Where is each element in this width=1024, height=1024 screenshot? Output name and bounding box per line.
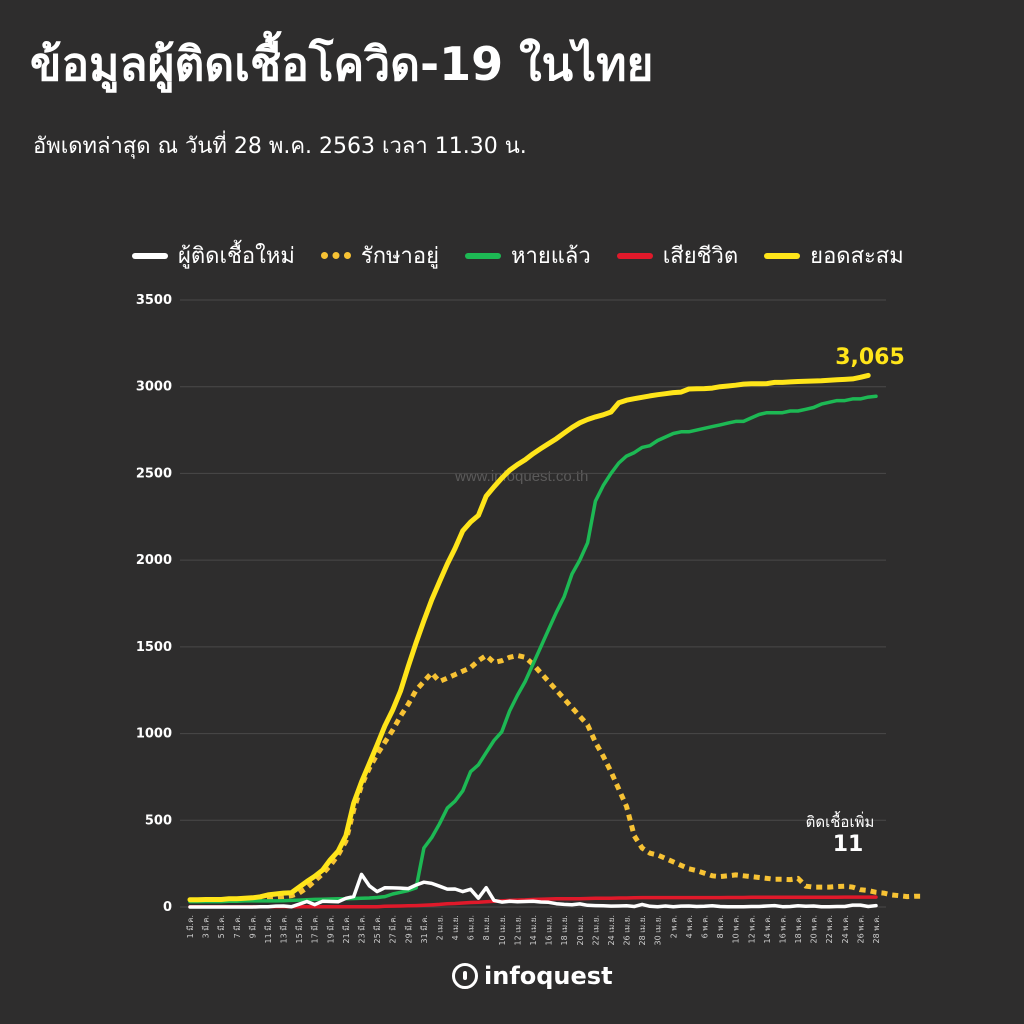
x-tick-label: 8 พ.ค. [716,915,725,938]
x-tick-label: 6 เม.ย. [467,915,476,940]
series-line-3 [188,895,878,909]
x-tick-label: 15 มี.ค. [295,915,304,943]
x-tick-label: 25 มี.ค. [373,915,382,943]
brand-logo: infoquest [452,962,613,990]
page-title: ข้อมูลผู้ติดเชื้อโควิด-19 ในไทย [30,37,654,91]
x-tick-label: 13 มี.ค. [280,915,289,943]
x-tick-label: 18 พ.ค. [794,915,803,943]
x-tick-label: 24 เม.ย. [607,915,616,946]
x-tick-label: 11 มี.ค. [264,915,273,943]
x-tick-label: 31 มี.ค. [420,915,429,943]
x-tick-label: 4 เม.ย. [451,915,460,940]
x-tick-label: 23 มี.ค. [358,915,367,943]
x-tick-label: 26 พ.ค. [856,915,865,943]
x-tick-label: 24 พ.ค. [841,915,850,943]
legend-item-deaths: เสียชีวิต [616,238,739,273]
x-tick-label: 3 มี.ค. [202,915,211,938]
x-tick-label: 30 เม.ย. [654,915,663,946]
legend-swatch [616,252,653,259]
x-tick-label: 18 เม.ย. [560,915,569,946]
legend-label: เสียชีวิต [662,244,739,269]
x-tick-label: 27 มี.ค. [389,915,398,943]
x-tick-label: 2 เม.ย. [435,915,444,940]
y-tick-label: 0 [163,900,172,915]
info-icon [452,963,478,989]
legend-item-new-cases: ผู้ติดเชื้อใหม่ [132,238,295,273]
legend-swatch [320,252,351,259]
legend-label: รักษาอยู่ [360,244,439,269]
watermark: www.infoquest.co.th [455,468,589,485]
x-tick-label: 17 มี.ค. [311,915,320,943]
x-tick-label: 14 เม.ย. [529,915,538,946]
brand-name: infoquest [484,962,613,990]
y-tick-label: 2500 [136,466,172,481]
new-cases-label: ติดเชื้อเพิ่ม [806,811,875,831]
legend-swatch [764,252,801,259]
x-tick-label: 22 พ.ค. [825,915,834,943]
y-tick-label: 1500 [136,640,172,655]
x-tick-label: 12 พ.ค. [747,915,756,943]
x-tick-label: 28 พ.ค. [872,915,881,943]
x-tick-label: 16 พ.ค. [778,915,787,943]
x-tick-label: 10 เม.ย. [498,915,507,946]
legend-swatch [464,252,501,259]
series-line-2 [188,394,878,904]
legend-item-cumulative: ยอดสะสม [764,238,904,273]
legend-item-in-treatment: รักษาอยู่ [320,238,439,273]
x-tick-label: 6 พ.ค. [701,915,710,938]
x-tick-label: 8 เม.ย. [482,915,491,940]
update-timestamp: อัพเดทล่าสุด ณ วันที่ 28 พ.ค. 2563 เวลา … [33,134,527,159]
x-tick-label: 28 เม.ย. [638,915,647,946]
y-tick-label: 3000 [136,380,172,395]
series-line-1 [190,653,923,903]
x-tick-label: 29 มี.ค. [404,915,413,943]
x-tick-label: 21 มี.ค. [342,915,351,943]
x-tick-label: 26 เม.ย. [623,915,632,946]
x-tick-label: 20 เม.ย. [576,915,585,946]
x-tick-label: 20 พ.ค. [810,915,819,943]
new-cases-value: 11 [833,832,864,857]
x-tick-label: 10 พ.ค. [732,915,741,943]
legend-label: หายแล้ว [510,244,591,269]
x-tick-label: 4 พ.ค. [685,915,694,938]
x-tick-label: 16 เม.ย. [545,915,554,946]
series-line-4 [187,372,871,903]
x-tick-label: 9 มี.ค. [248,915,257,938]
x-tick-label: 19 มี.ค. [326,915,335,943]
x-tick-label: 22 เม.ย. [591,915,600,946]
legend-swatch [132,252,168,259]
legend-label: ผู้ติดเชื้อใหม่ [178,244,295,269]
y-tick-label: 500 [145,813,172,828]
y-tick-label: 1000 [136,727,172,742]
total-value-label: 3,065 [835,345,905,370]
x-tick-label: 2 พ.ค. [669,915,678,938]
x-tick-label: 14 พ.ค. [763,915,772,943]
x-tick-label: 5 มี.ค. [217,915,226,938]
legend-label: ยอดสะสม [810,244,904,269]
chart-legend: ผู้ติดเชื้อใหม่ รักษาอยู่ หายแล้ว เสียชี… [132,238,922,273]
x-tick-label: 12 เม.ย. [513,915,522,946]
series-line-0 [188,872,878,909]
y-tick-label: 2000 [136,553,172,568]
x-tick-label: 7 มี.ค. [233,915,242,938]
y-tick-label: 3500 [136,293,172,308]
x-tick-label: 1 มี.ค. [186,915,195,938]
legend-item-recovered: หายแล้ว [464,238,591,273]
